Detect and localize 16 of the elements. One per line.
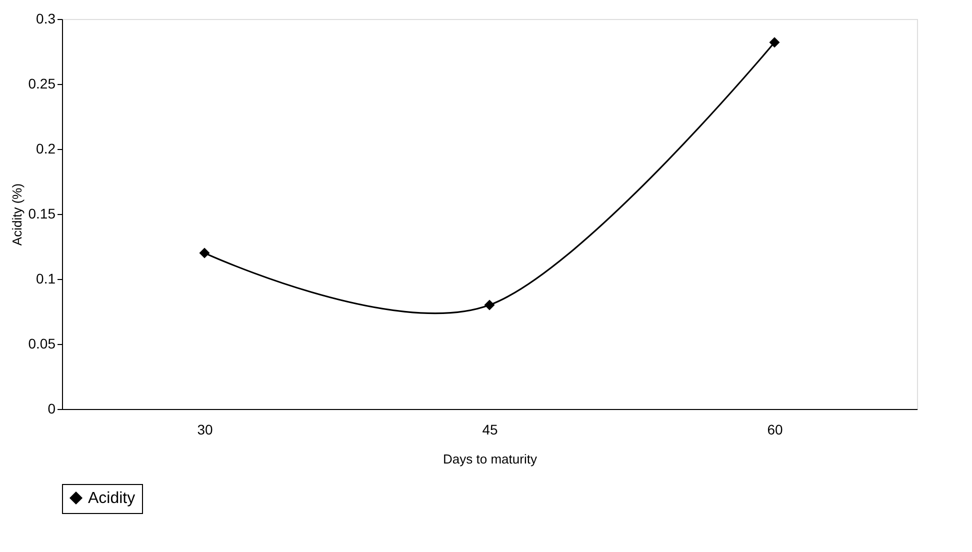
y-tick-label: 0.1 bbox=[36, 270, 56, 286]
legend-label: Acidity bbox=[88, 490, 136, 507]
point bbox=[199, 248, 210, 258]
point bbox=[484, 300, 495, 310]
y-tick-label: 0.2 bbox=[36, 140, 56, 156]
y-tick-label: 0.25 bbox=[28, 76, 56, 92]
y-tick-label: 0.05 bbox=[28, 336, 56, 352]
y-axis-title: Acidity (%) bbox=[9, 183, 24, 246]
x-tick-label: 30 bbox=[197, 422, 213, 438]
y-tick-label: 0 bbox=[48, 400, 56, 416]
x-axis-title: Days to maturity bbox=[443, 452, 538, 466]
x-tick-label: 45 bbox=[482, 422, 498, 438]
x-tick-label: 60 bbox=[767, 422, 783, 438]
y-tick-label: 0.3 bbox=[36, 10, 56, 26]
y-tick-label: 0.15 bbox=[28, 206, 56, 222]
point bbox=[769, 37, 780, 48]
